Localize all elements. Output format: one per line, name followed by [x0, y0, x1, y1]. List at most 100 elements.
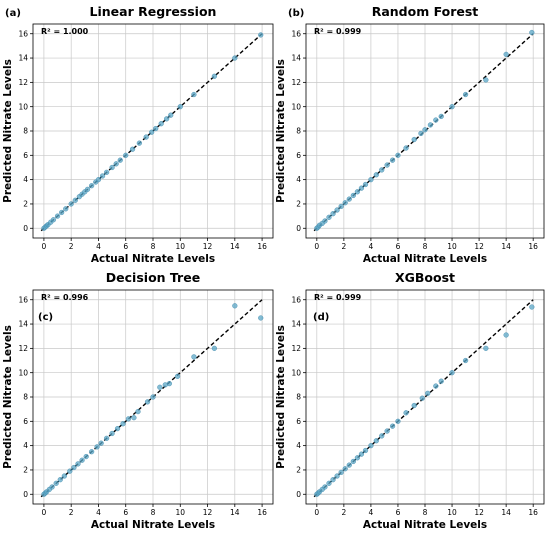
y-tick-label: 0	[23, 224, 28, 233]
panel-title: XGBoost	[395, 270, 455, 285]
panel-title: Decision Tree	[106, 270, 200, 285]
data-point	[117, 157, 123, 163]
data-point	[153, 125, 159, 132]
x-tick-label: 0	[314, 508, 319, 517]
data-point	[99, 173, 106, 179]
r-squared-annotation: R² = 0.999	[314, 27, 362, 36]
data-point	[346, 462, 352, 468]
y-tick-label: 16	[18, 29, 28, 38]
data-point	[131, 415, 137, 421]
data-point	[389, 423, 396, 429]
data-point	[177, 104, 183, 110]
y-tick-label: 6	[296, 151, 301, 160]
data-point	[95, 177, 102, 183]
x-tick-label: 14	[501, 242, 511, 251]
data-point	[403, 410, 409, 416]
data-point	[338, 203, 344, 209]
data-point	[418, 130, 424, 137]
data-point	[483, 77, 489, 83]
data-point	[136, 140, 142, 146]
data-point	[411, 136, 417, 143]
y-tick-label: 2	[296, 466, 301, 475]
y-tick-label: 16	[18, 295, 28, 304]
y-tick-label: 4	[23, 441, 28, 450]
data-point	[89, 449, 95, 455]
x-tick-label: 6	[123, 242, 128, 251]
data-point	[395, 152, 401, 158]
r-squared-annotation: R² = 1.000	[41, 27, 89, 36]
data-point	[330, 477, 336, 483]
data-point	[449, 370, 455, 376]
data-point	[395, 418, 401, 424]
x-tick-label: 0	[314, 242, 319, 251]
data-point	[368, 443, 374, 449]
data-point	[433, 117, 439, 123]
data-point	[211, 73, 217, 79]
x-tick-label: 16	[257, 508, 267, 517]
y-axis-label: Predicted Nitrate Levels	[275, 325, 287, 469]
y-tick-label: 16	[291, 295, 301, 304]
y-tick-label: 10	[291, 102, 301, 111]
x-tick-label: 8	[423, 508, 428, 517]
r-squared-annotation: R² = 0.996	[41, 293, 89, 302]
data-point	[113, 161, 119, 167]
data-point	[362, 181, 369, 188]
x-tick-label: 16	[528, 508, 538, 517]
x-tick-label: 10	[175, 508, 185, 517]
data-point	[114, 426, 121, 432]
data-point	[191, 354, 197, 360]
x-tick-label: 10	[447, 242, 457, 251]
y-axis-label: Predicted Nitrate Levels	[2, 325, 14, 469]
y-tick-label: 2	[23, 466, 28, 475]
data-point	[350, 458, 356, 465]
y-tick-label: 12	[18, 344, 28, 353]
x-tick-label: 14	[501, 508, 511, 517]
x-tick-label: 6	[396, 242, 401, 251]
data-point	[123, 152, 129, 158]
data-point	[384, 428, 390, 434]
panel-4: 0 2 4 6 8 10 12 14 16 0 2 4 6 8 10 12 14 16 XGBoost (d) R² =…	[275, 270, 545, 531]
data-point	[373, 438, 379, 444]
x-tick-label: 16	[257, 242, 267, 251]
panel-letter: (b)	[288, 8, 304, 19]
data-point	[79, 457, 85, 463]
x-axis-label: Actual Nitrate Levels	[91, 253, 215, 265]
x-tick-label: 12	[203, 508, 213, 517]
data-point	[232, 303, 238, 309]
data-point	[346, 196, 352, 202]
x-tick-label: 4	[96, 242, 101, 251]
x-tick-label: 6	[123, 508, 128, 517]
y-axis-label: Predicted Nitrate Levels	[275, 59, 287, 203]
y-tick-label: 6	[23, 417, 28, 426]
data-point	[143, 134, 149, 140]
data-point	[483, 345, 489, 351]
data-point	[144, 399, 151, 405]
data-point	[49, 484, 55, 490]
panel-letter: (a)	[5, 8, 21, 19]
data-point	[258, 32, 264, 38]
y-tick-label: 4	[296, 175, 301, 184]
data-point	[358, 451, 365, 457]
data-point	[350, 192, 356, 199]
x-tick-label: 16	[528, 242, 538, 251]
data-point	[403, 145, 409, 151]
y-tick-label: 12	[18, 78, 28, 87]
data-point	[326, 214, 332, 220]
data-point	[75, 461, 81, 467]
data-point	[232, 55, 238, 61]
y-tick-label: 8	[296, 127, 301, 136]
x-tick-label: 8	[151, 242, 156, 251]
x-tick-label: 12	[203, 242, 213, 251]
data-point	[54, 213, 61, 219]
data-point	[354, 455, 360, 461]
data-point	[503, 51, 509, 57]
data-point	[322, 484, 328, 490]
x-tick-label: 8	[151, 508, 156, 517]
data-point	[67, 468, 73, 474]
data-point	[150, 394, 156, 400]
y-tick-label: 14	[291, 320, 301, 329]
x-tick-label: 14	[230, 242, 240, 251]
data-point	[68, 201, 74, 207]
data-point	[433, 383, 439, 389]
y-tick-label: 6	[296, 417, 301, 426]
